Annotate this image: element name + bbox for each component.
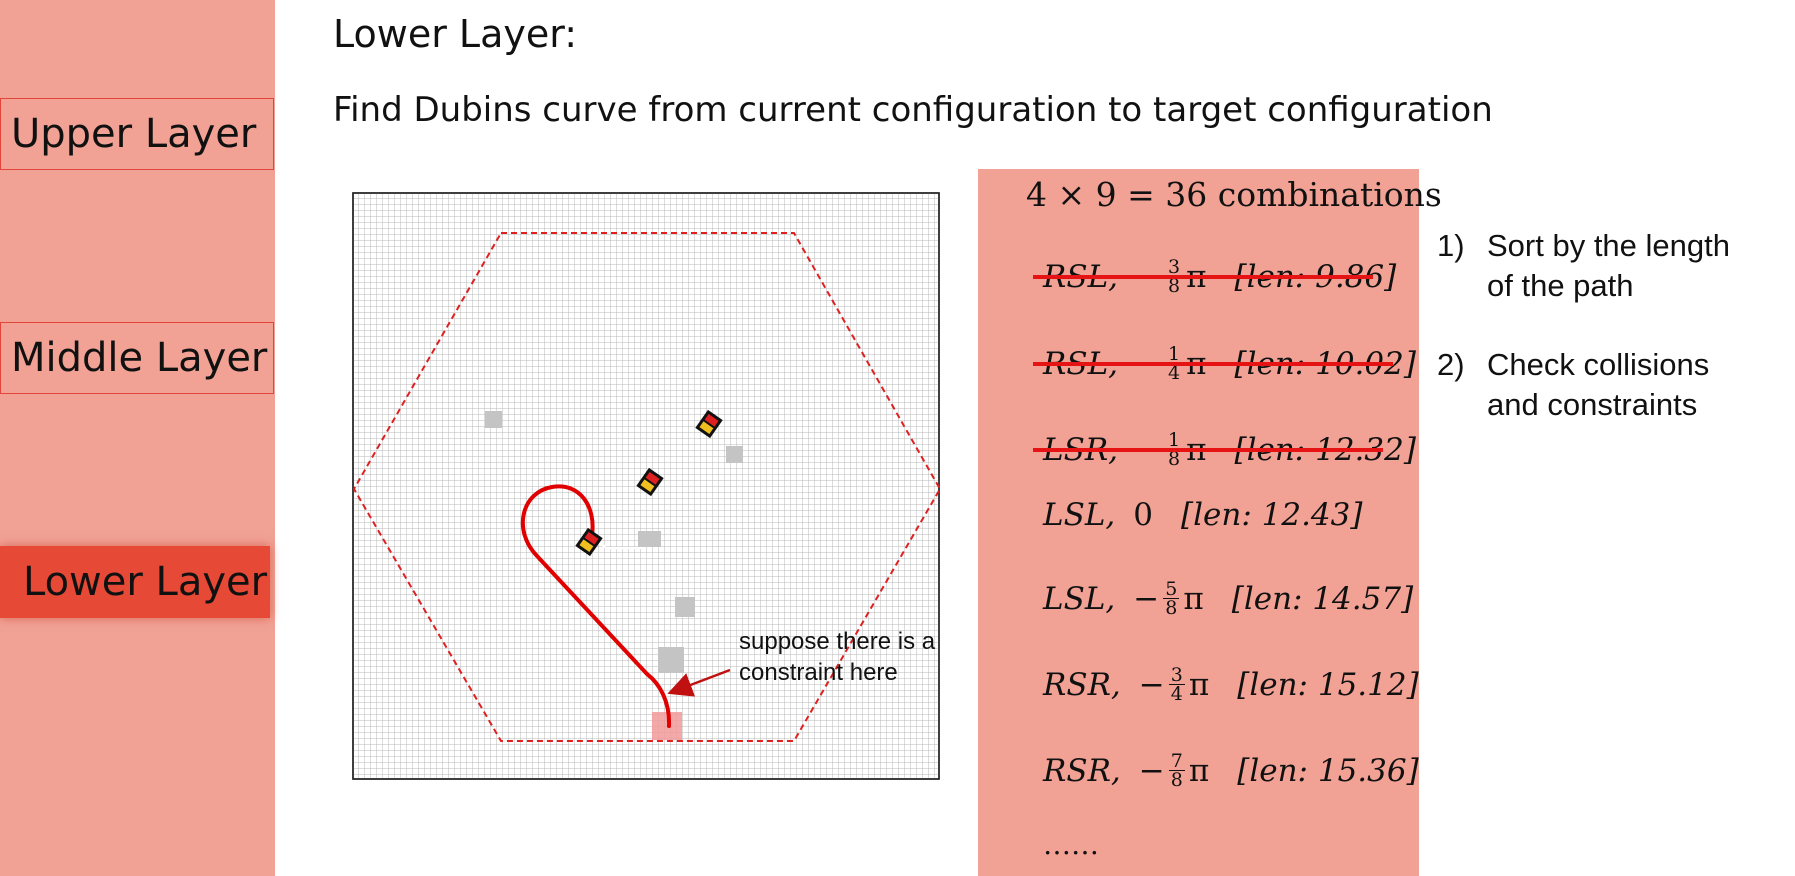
path-combination-row: RSR, −7 8 π [len: 15.36] [1043, 750, 1419, 791]
page-title: Lower Layer: [333, 12, 577, 56]
sidebar-item-upper-layer[interactable]: Upper Layer [0, 98, 274, 170]
hexagon-boundary [352, 232, 942, 742]
step-1: 1) Sort by the length of the path [1437, 226, 1730, 306]
obstacle [485, 411, 502, 428]
page-subtitle: Find Dubins curve from current configura… [333, 90, 1493, 130]
path-type: RSR, [1043, 752, 1121, 789]
angle-sign: − [1138, 666, 1165, 703]
step-text: of the path [1487, 268, 1634, 303]
path-length: [len: 15.12] [1237, 666, 1419, 703]
dubins-path [520, 484, 672, 728]
strikethrough-line [1033, 362, 1393, 366]
constraint-annotation: suppose there is a constraint here [739, 626, 935, 688]
sidebar-item-middle-layer[interactable]: Middle Layer [0, 322, 274, 394]
path-combination-row: RSR, −3 4 π [len: 15.12] [1043, 664, 1419, 705]
path-combination-row: LSL, 0 [len: 12.43] [1043, 497, 1362, 533]
obstacle [638, 531, 661, 547]
combinations-panel [978, 169, 1419, 876]
combinations-title: 4 × 9 = 36 combinations [1026, 175, 1442, 214]
step-text: Check collisions [1487, 347, 1710, 382]
vehicle-icon [695, 409, 723, 439]
strikethrough-line [1033, 448, 1383, 452]
path-type: RSR, [1043, 666, 1121, 703]
angle-sign: − [1138, 752, 1165, 789]
annotation-arrow [667, 668, 731, 697]
annotation-line: constraint here [739, 659, 898, 686]
path-type: LSL, [1043, 497, 1116, 533]
angle-sign: − [1133, 580, 1160, 617]
path-type: LSL, [1043, 580, 1116, 617]
step-number: 2) [1437, 347, 1465, 382]
layer-sidebar: Upper Layer Middle Layer Lower Layer [0, 0, 275, 876]
step-text: and constraints [1487, 387, 1698, 422]
obstacle [675, 597, 695, 617]
angle-value: π [1183, 580, 1204, 617]
path-length: [len: 15.36] [1237, 752, 1419, 789]
path-combination-row: LSL, −5 8 π [len: 14.57] [1043, 578, 1414, 619]
sidebar-item-lower-layer[interactable]: Lower Layer [0, 546, 270, 618]
angle-value: π [1188, 752, 1210, 789]
vehicle-icon [636, 467, 664, 497]
step-text: Sort by the length [1487, 228, 1730, 263]
obstacle [726, 446, 743, 463]
strikethrough-line [1033, 275, 1373, 279]
annotation-line: suppose there is a [739, 628, 936, 655]
angle-value: π [1188, 666, 1210, 703]
step-2: 2) Check collisions and constraints [1437, 345, 1709, 425]
ellipsis: …… [1043, 828, 1099, 861]
path-length: [len: 14.57] [1231, 580, 1414, 617]
step-number: 1) [1437, 228, 1465, 263]
path-length: [len: 12.43] [1181, 497, 1363, 533]
angle-value: 0 [1133, 497, 1153, 533]
vehicle-icon [575, 527, 603, 557]
dubins-diagram [352, 192, 942, 780]
obstacle [658, 647, 684, 673]
